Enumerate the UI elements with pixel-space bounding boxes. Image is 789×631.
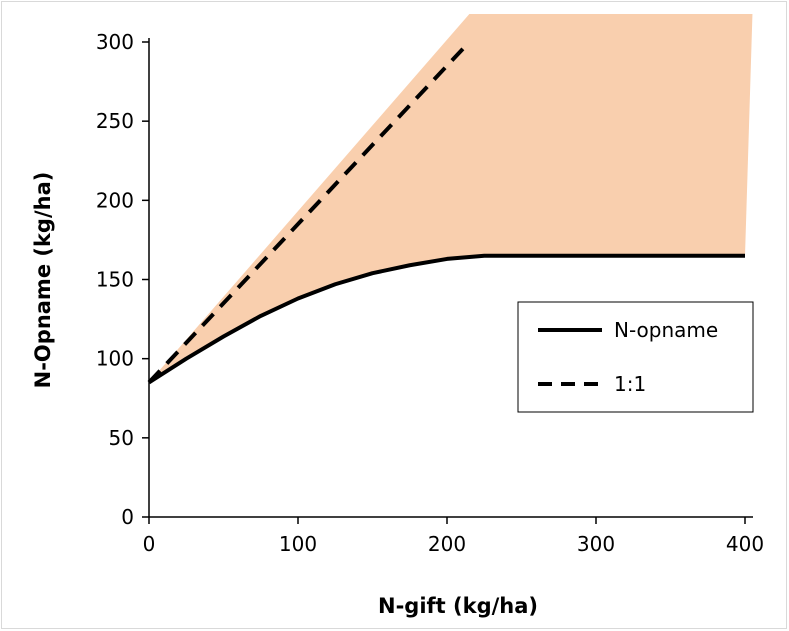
legend-label-n-opname: N-opname	[614, 318, 718, 342]
ticks-layer: 0 100 200 300 400 0 50 100 150 200 250 300	[96, 30, 764, 556]
legend-box	[517, 301, 754, 413]
fill-layer	[149, 14, 753, 383]
y-tick-label: 0	[121, 505, 134, 529]
y-tick-label: 300	[96, 30, 134, 54]
y-axis-title: N-Opname (kg/ha)	[31, 172, 55, 389]
y-tick-label: 100	[96, 347, 134, 371]
legend: N-opname 1:1	[517, 301, 754, 413]
y-tick-label: 200	[96, 188, 134, 212]
uptake-range-fill	[149, 14, 753, 383]
legend-label-1-1: 1:1	[614, 372, 646, 396]
series-layer	[147, 40, 745, 385]
x-tick-label: 400	[726, 532, 764, 556]
y-tick-label: 150	[96, 268, 134, 292]
y-tick-label: 50	[109, 426, 134, 450]
x-tick-label: 300	[577, 532, 615, 556]
x-tick-label: 0	[143, 532, 156, 556]
x-axis-title: N-gift (kg/ha)	[378, 594, 538, 618]
series-line-n-opname	[147, 253, 745, 385]
y-tick-label: 250	[96, 109, 134, 133]
x-tick-label: 200	[428, 532, 466, 556]
x-tick-label: 100	[279, 532, 317, 556]
